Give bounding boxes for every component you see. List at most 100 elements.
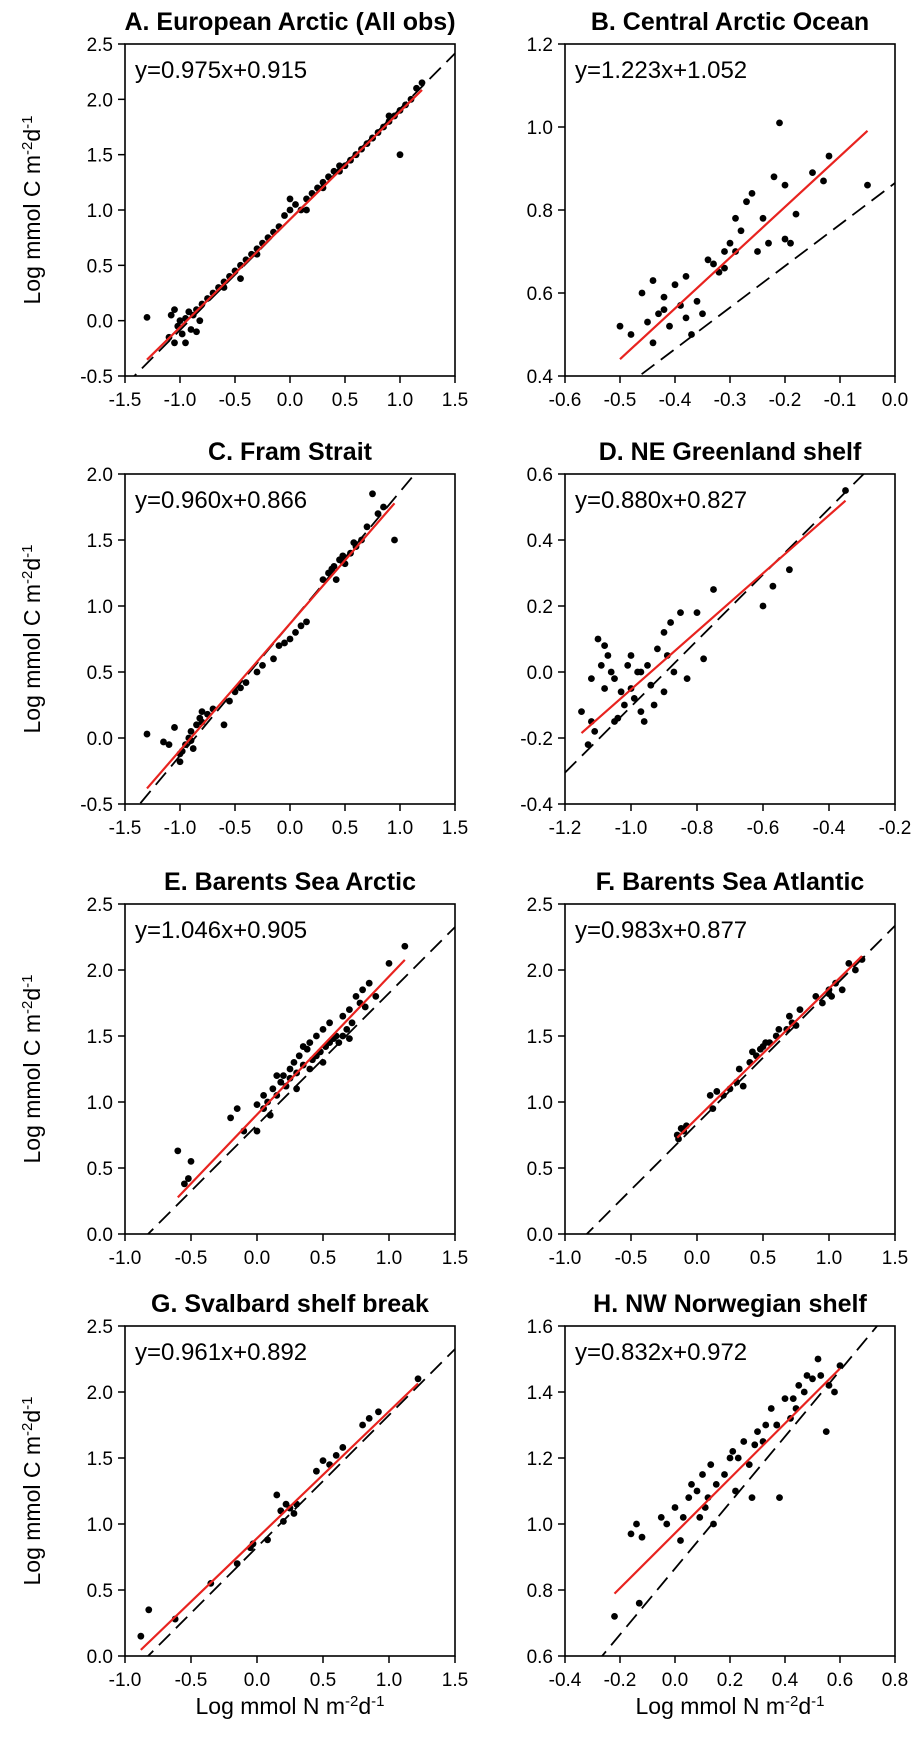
x-tick-label: 0.0 — [244, 1248, 270, 1269]
y-tick-label: 1.2 — [527, 35, 553, 56]
x-tick-label: -1.0 — [549, 1248, 582, 1269]
data-point — [825, 1382, 833, 1389]
data-point — [401, 942, 409, 950]
data-point — [754, 1428, 761, 1435]
data-point — [735, 1065, 743, 1073]
y-tick-label: 0.0 — [87, 729, 113, 750]
panel-title: A. European Arctic (All obs) — [124, 8, 455, 36]
y-tick-label: 2.5 — [87, 1317, 113, 1338]
data-point — [171, 306, 178, 313]
data-point — [781, 1395, 789, 1402]
data-point — [769, 582, 777, 590]
data-point — [601, 642, 608, 649]
data-point — [820, 177, 827, 185]
data-point — [336, 162, 343, 170]
data-point — [649, 339, 657, 347]
data-point — [253, 1101, 261, 1109]
y-axis-label: Log mmol C m-2d-1 — [19, 115, 46, 304]
data-point — [732, 214, 739, 222]
data-point — [375, 1408, 382, 1416]
data-point — [699, 310, 706, 318]
data-point — [137, 1632, 145, 1640]
reference-dashed-line — [600, 1326, 879, 1656]
data-point — [374, 510, 382, 517]
data-point — [682, 314, 690, 322]
data-point — [187, 326, 195, 333]
data-point — [688, 1481, 695, 1488]
data-point — [275, 642, 283, 649]
data-point — [654, 645, 661, 653]
data-point — [319, 1059, 327, 1066]
y-tick-label: 1.5 — [87, 1027, 113, 1048]
data-point — [259, 662, 266, 669]
y-axis-label: Log mmol C m-2d-1 — [19, 544, 46, 733]
data-point — [710, 586, 717, 593]
y-tick-label: 0.6 — [527, 465, 553, 486]
data-point — [729, 1448, 737, 1455]
data-point — [721, 1471, 728, 1478]
data-point — [726, 1454, 734, 1462]
data-point — [644, 662, 651, 669]
data-point — [306, 1065, 314, 1073]
data-point — [660, 629, 668, 636]
data-point — [812, 993, 820, 1000]
data-point — [740, 1438, 748, 1445]
data-point — [365, 979, 373, 987]
data-point — [630, 695, 638, 702]
data-point — [666, 322, 673, 330]
data-point — [198, 708, 206, 715]
data-point — [281, 639, 288, 647]
data-point — [280, 1072, 287, 1079]
x-tick-label: -0.2 — [769, 390, 802, 411]
y-tick-label: 2.5 — [87, 35, 113, 56]
y-tick-label: 0.0 — [87, 1225, 113, 1246]
y-tick-label: 0.0 — [87, 1647, 113, 1668]
data-point — [578, 708, 585, 715]
regression-equation: y=0.961x+0.892 — [135, 1339, 307, 1366]
data-point — [770, 173, 778, 181]
data-point — [732, 1487, 739, 1495]
data-point — [165, 741, 173, 748]
data-point — [352, 993, 360, 1000]
data-point — [809, 169, 816, 177]
regression-line — [613, 1367, 841, 1595]
reference-dashed-line — [637, 182, 895, 376]
data-point — [650, 701, 658, 709]
data-point — [657, 1514, 665, 1521]
y-tick-label: -0.2 — [520, 729, 553, 750]
data-point — [710, 260, 717, 268]
data-point — [143, 313, 151, 321]
data-point — [787, 239, 794, 247]
x-tick-label: 1.5 — [442, 818, 468, 839]
data-point — [721, 248, 728, 255]
panel-title: H. NW Norwegian shelf — [593, 1290, 867, 1318]
data-point — [143, 730, 151, 738]
reference-dashed-line — [146, 1348, 455, 1656]
y-tick-label: 0.0 — [527, 1225, 553, 1246]
data-point — [726, 239, 734, 247]
data-point — [339, 552, 347, 560]
data-point — [348, 1019, 356, 1027]
x-tick-label: -1.0 — [615, 818, 648, 839]
data-point — [193, 721, 200, 729]
panel-4: D. NE Greenland shelf -1.2 -1.0 -0.8 -0.6 -0.… — [520, 438, 911, 839]
x-tick-label: -1.2 — [549, 818, 582, 839]
data-point — [825, 152, 833, 160]
x-tick-label: -0.5 — [219, 818, 252, 839]
data-point — [328, 565, 336, 573]
data-point — [273, 1072, 281, 1079]
y-tick-label: 0.5 — [87, 1581, 113, 1602]
y-tick-label: 0.5 — [87, 256, 113, 277]
data-point — [286, 1074, 294, 1082]
data-point — [253, 1127, 261, 1135]
data-point — [167, 311, 175, 319]
data-point — [710, 1520, 717, 1528]
data-point — [667, 619, 674, 626]
data-point — [295, 1052, 303, 1060]
data-point — [260, 1092, 267, 1099]
data-point — [176, 758, 184, 766]
panel-7: G. Svalbard shelf break -1.0 -0.5 0.0 0.5 1.0… — [19, 1290, 469, 1719]
regression-equation: y=0.832x+0.972 — [575, 1339, 747, 1366]
y-tick-label: 1.0 — [527, 118, 553, 139]
